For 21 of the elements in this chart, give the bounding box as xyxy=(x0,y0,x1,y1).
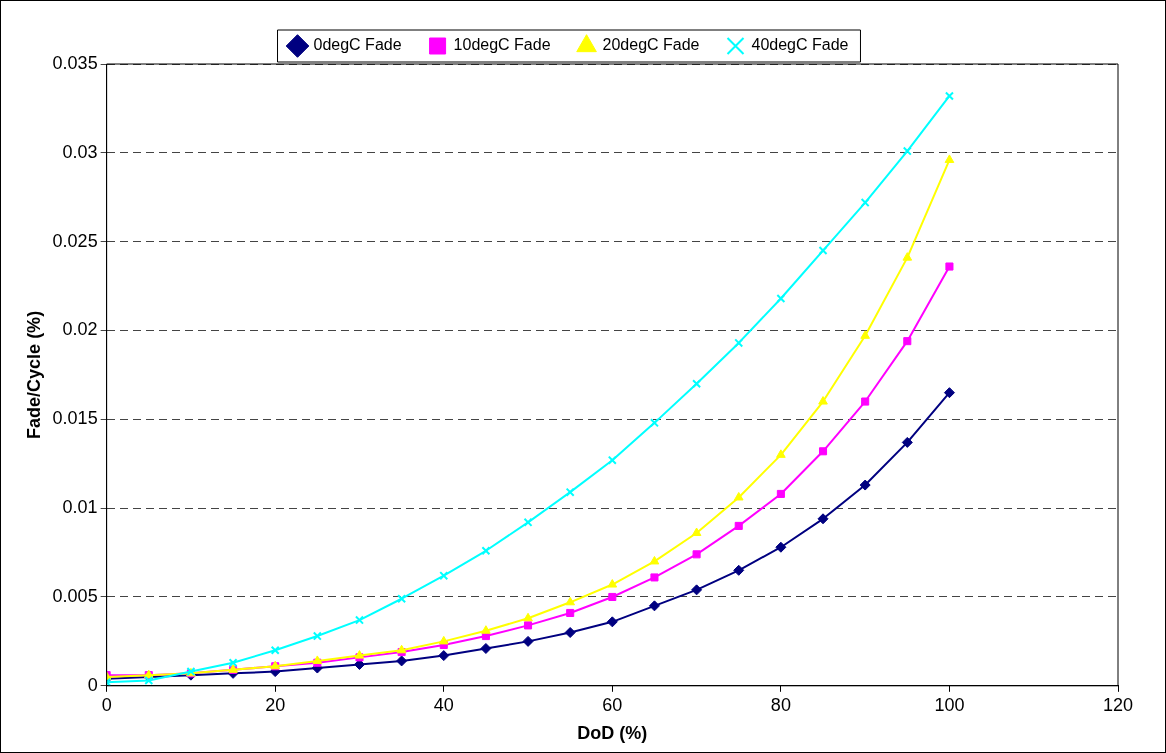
x-tick-label: 100 xyxy=(934,694,965,715)
legend-label: 40degC Fade xyxy=(751,36,849,54)
y-tick-label: 0.005 xyxy=(52,585,98,606)
y-tick-label: 0.025 xyxy=(52,230,98,251)
y-tick-label: 0 xyxy=(87,674,98,695)
x-tick-label: 80 xyxy=(770,694,791,715)
x-tick-label: 60 xyxy=(602,694,623,715)
x-axis-title: DoD (%) xyxy=(577,723,648,744)
x-tick-label: 0 xyxy=(101,694,112,715)
y-tick-label: 0.015 xyxy=(52,408,98,429)
y-tick-label: 0.035 xyxy=(52,52,98,73)
legend-label: 0degC Fade xyxy=(313,36,402,54)
legend-label: 20degC Fade xyxy=(602,36,700,54)
x-tick-label: 120 xyxy=(1102,694,1134,715)
y-axis-title: Fade/Cycle (%) xyxy=(23,310,44,439)
x-tick-label: 40 xyxy=(433,694,454,715)
y-tick-label: 0.02 xyxy=(62,319,98,340)
y-tick-label: 0.01 xyxy=(62,497,98,518)
legend-label: 10degC Fade xyxy=(453,36,551,54)
y-tick-label: 0.03 xyxy=(62,141,98,162)
x-tick-label: 20 xyxy=(265,694,286,715)
